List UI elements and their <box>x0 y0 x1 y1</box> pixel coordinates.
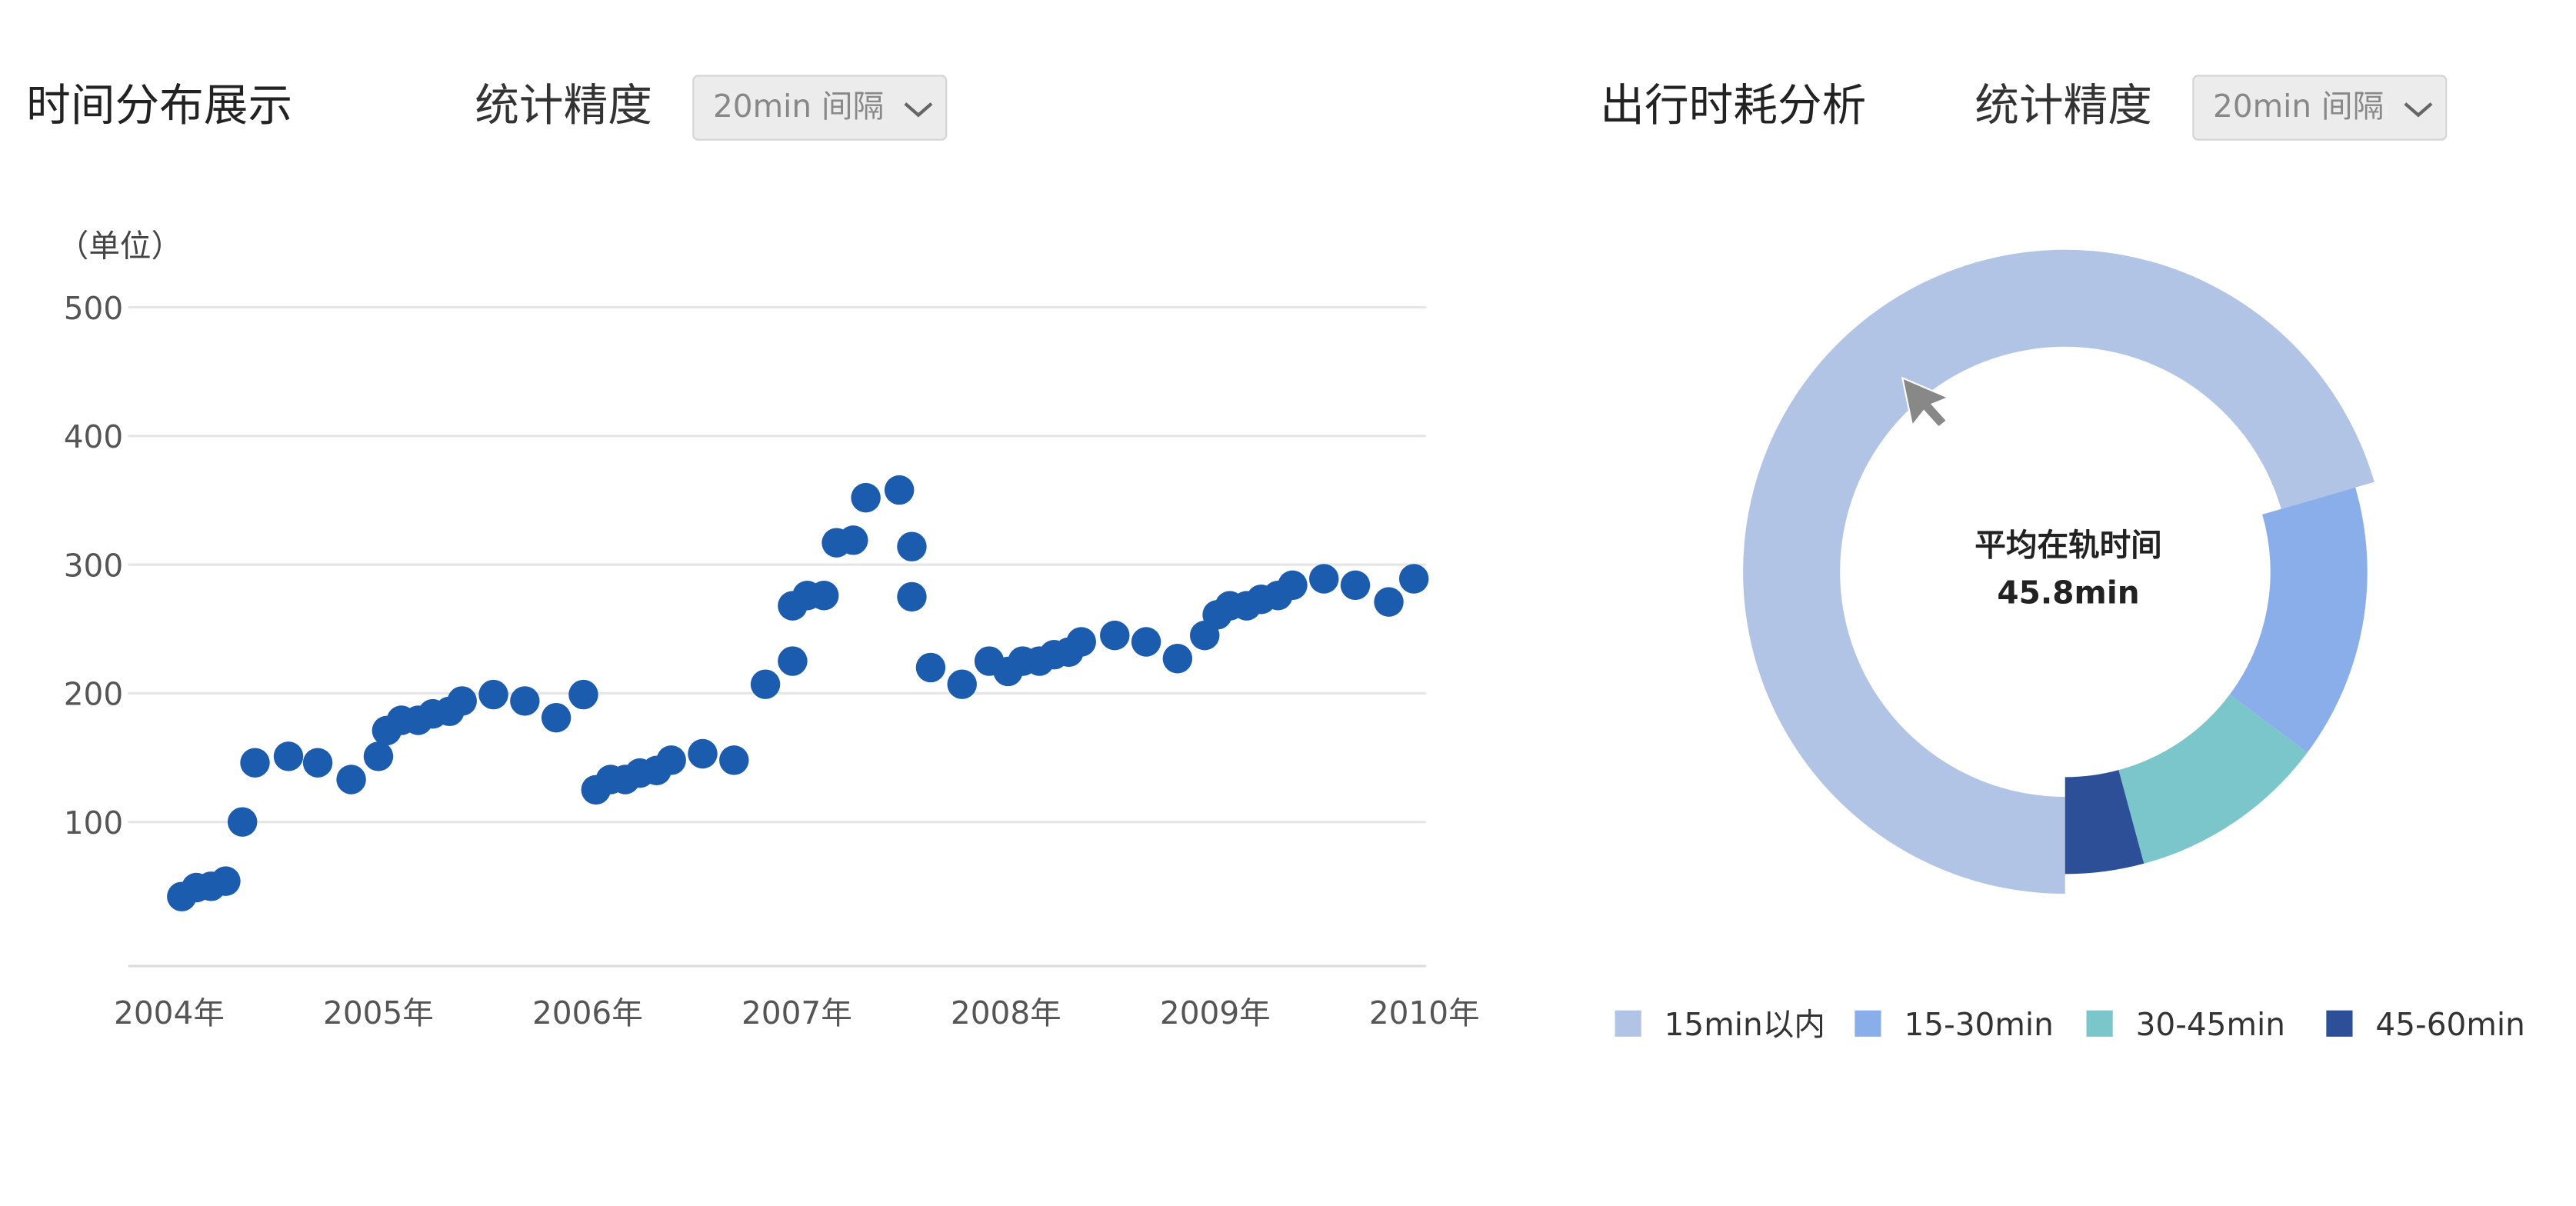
scatter-point <box>1398 564 1429 594</box>
scatter-point <box>568 679 598 710</box>
scatter-point <box>273 741 304 771</box>
panel-title: 时间分布展示 <box>26 79 292 132</box>
scatter-point <box>1162 643 1193 674</box>
y-tick-label: 100 <box>64 805 123 841</box>
x-tick-label: 2007年 <box>741 994 852 1031</box>
dropdown[interactable]: 20min 间隔 <box>692 75 948 141</box>
center-value: 45.8min <box>1997 574 2139 611</box>
scatter-point <box>1340 570 1371 601</box>
x-tick-label: 2005年 <box>323 994 434 1031</box>
x-tick-label: 2008年 <box>951 994 1061 1031</box>
y-tick-label: 300 <box>64 547 123 584</box>
scatter-point <box>656 745 686 775</box>
scatter-point <box>897 581 927 612</box>
scatter-point <box>510 686 540 716</box>
donut-segment <box>1743 249 2374 895</box>
legend-label: 15-30min <box>1904 1006 2053 1043</box>
center-label: 平均在轨时间 <box>1974 526 2161 563</box>
dropdown-box[interactable] <box>2192 75 2448 141</box>
scatter-point <box>363 741 394 771</box>
x-tick-label: 2010年 <box>1369 994 1480 1031</box>
y-axis-label: （单位） <box>58 228 182 265</box>
panel-title: 出行时耗分析 <box>1600 79 1866 132</box>
dropdown-arrow[interactable] <box>2404 102 2433 118</box>
legend-label: 30-45min <box>2136 1006 2285 1043</box>
cursor <box>1901 376 1951 428</box>
scatter-point <box>809 581 839 611</box>
scatter-point <box>915 652 946 683</box>
scatter-point <box>778 646 808 676</box>
y-tick-label: 500 <box>64 290 123 327</box>
scatter-point <box>947 669 977 699</box>
scatter-point <box>1131 627 1161 657</box>
x-tick-label: 2006年 <box>532 994 643 1031</box>
control-label: 统计精度 <box>475 79 652 132</box>
scatter-point <box>838 525 868 555</box>
scatter-point <box>541 702 572 733</box>
dropdown-arrow[interactable] <box>904 102 933 118</box>
scatter-point <box>447 686 477 716</box>
scatter-point <box>884 475 915 505</box>
y-tick-label: 400 <box>64 418 123 455</box>
scatter-point <box>478 679 508 710</box>
y-tick-label: 200 <box>64 676 123 713</box>
legend-swatch <box>1615 1010 1641 1037</box>
legend-swatch <box>1855 1010 1881 1037</box>
scatter-point <box>1309 564 1339 594</box>
x-tick-label: 2009年 <box>1160 994 1271 1031</box>
dropdown-value[interactable]: 20min 间隔 <box>2213 88 2384 125</box>
x-tick-label: 2004年 <box>114 994 225 1031</box>
dropdown-box[interactable] <box>692 75 948 141</box>
legend-label: 15min以内 <box>1665 1006 1825 1043</box>
dropdown-value[interactable]: 20min 间隔 <box>713 88 884 125</box>
dropdown[interactable]: 20min 间隔 <box>2192 75 2448 141</box>
donut-segment <box>2229 487 2368 753</box>
donut-segment <box>2118 695 2308 864</box>
scatter-point <box>1278 570 1308 601</box>
scatter-point <box>1100 620 1130 651</box>
donut-segment <box>2064 770 2144 875</box>
legend-label: 45-60min <box>2375 1006 2524 1043</box>
scatter-point <box>240 748 270 778</box>
legend-swatch <box>2326 1010 2353 1037</box>
legend-swatch <box>2086 1010 2113 1037</box>
scatter-point <box>211 866 241 896</box>
scatter-point <box>302 748 333 778</box>
scatter-point <box>1066 627 1096 657</box>
control-label: 统计精度 <box>1974 79 2152 132</box>
scatter-point <box>851 482 881 513</box>
scatter-point <box>897 531 927 561</box>
scatter-point <box>719 745 749 775</box>
scatter-point <box>1374 587 1404 617</box>
scatter-point <box>227 807 258 837</box>
scatter-point <box>336 765 366 795</box>
scatter-point <box>688 738 718 769</box>
scatter-point <box>750 669 781 699</box>
